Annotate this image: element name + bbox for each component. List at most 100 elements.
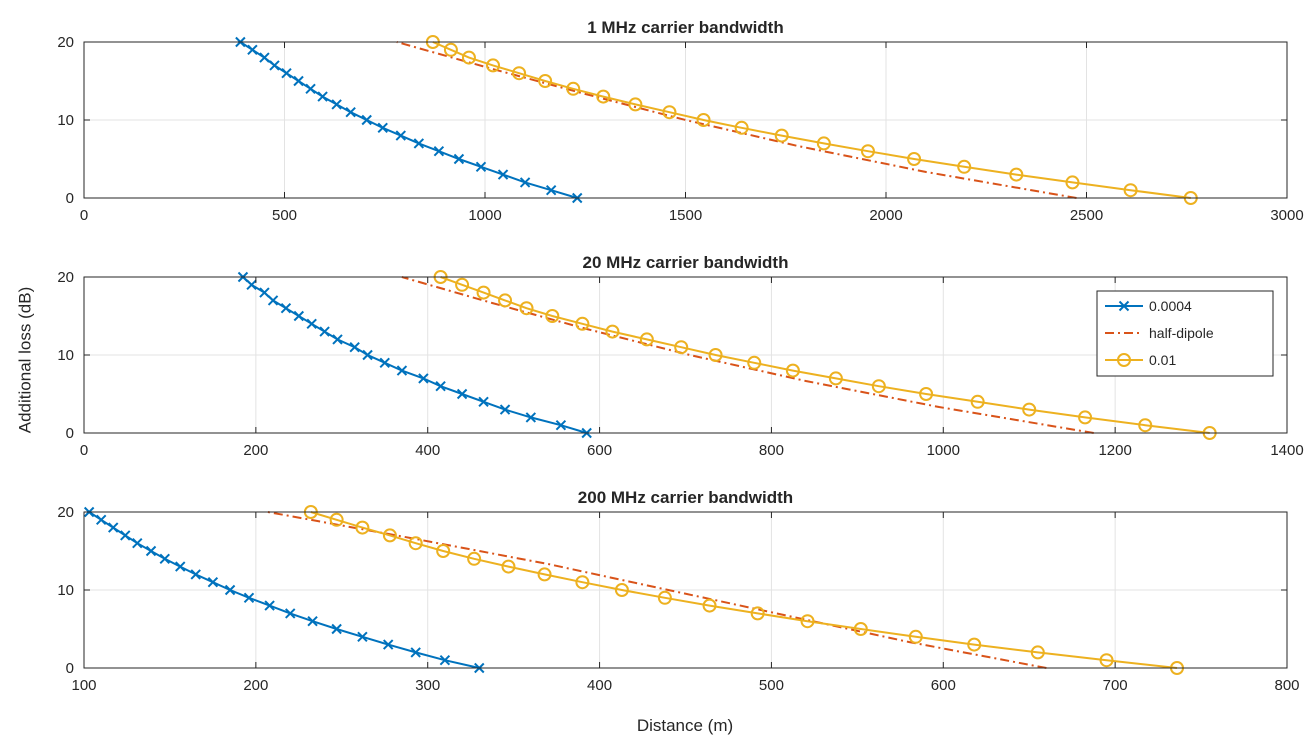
data-point-x-marker [293,75,304,87]
data-point-circle-marker [1138,418,1153,433]
x-tick-label: 0 [80,207,88,224]
data-point-circle-marker [1099,653,1114,668]
data-point-circle-marker [605,324,620,339]
data-point-x-marker [357,631,368,643]
x-axis-label: Distance (m) [637,716,733,735]
data-point-circle-marker [816,136,831,151]
data-point-circle-marker [967,637,982,652]
data-point-x-marker [280,302,292,314]
y-tick-label: 0 [66,660,74,677]
data-point-circle-marker [486,58,501,73]
x-tick-label: 2000 [869,207,902,224]
data-point-circle-marker [461,50,476,65]
data-point-x-marker [120,530,131,541]
data-point-circle-marker [408,536,423,551]
data-point-circle-marker [800,614,815,629]
data-point-circle-marker [519,301,534,316]
data-point-circle-marker [639,332,654,347]
data-point-x-marker [247,44,258,56]
series-line-0.01 [432,41,1191,199]
x-tick-label: 0 [80,442,88,459]
legend-label: 0.01 [1149,352,1176,368]
data-point-circle-marker [871,379,886,394]
subplot-2: 0 200 400 600 800 1000 1200 1400 0 10 20 20 MHz car… [57,253,1303,459]
x-tick-label: 2500 [1070,207,1103,224]
data-point-circle-marker [662,105,677,120]
data-point-circle-marker [467,551,482,566]
data-point-circle-marker [674,340,689,355]
x-tick-label: 400 [587,677,612,694]
data-point-x-marker [379,357,390,369]
data-point-circle-marker [907,152,922,166]
data-point-circle-marker [708,348,723,362]
data-point-circle-marker [501,559,516,574]
x-tick-label: 800 [759,442,784,459]
data-point-circle-marker [957,159,972,174]
y-tick-label: 0 [66,425,74,442]
data-point-circle-marker [1030,645,1045,660]
subplot-title: 20 MHz carrier bandwidth [583,253,789,272]
data-point-x-marker [497,169,509,180]
data-point-x-marker [331,623,342,635]
data-point-circle-marker [919,387,934,401]
data-point-circle-marker [476,285,491,300]
data-point-circle-marker [908,629,923,644]
data-point-x-marker [305,83,316,95]
data-point-circle-marker [329,512,344,527]
data-point-x-marker [396,365,408,376]
subplot-3: 100 200 300 400 500 600 700 800 0 10 20 200 MHz car… [57,488,1299,694]
legend-label: 0.0004 [1149,298,1192,314]
data-point-circle-marker [566,81,581,96]
x-tick-label: 600 [587,442,612,459]
legend-label: half-dipole [1149,325,1214,341]
data-point-x-marker [418,373,429,384]
data-point-x-marker [259,52,270,63]
data-point-x-marker [525,412,537,423]
legend-item: 0.01 [1105,352,1176,368]
data-point-x-marker [349,341,360,353]
subplot-title: 1 MHz carrier bandwidth [587,18,783,37]
data-point-circle-marker [436,544,451,558]
data-point-x-marker [395,130,406,141]
data-point-x-marker [293,310,305,322]
legend-item: 0.0004 [1105,298,1192,314]
data-point-x-marker [413,138,425,149]
data-point-x-marker [132,537,143,549]
data-point-circle-marker [1022,402,1037,417]
data-point-circle-marker [512,66,527,81]
data-point-x-marker [331,99,342,110]
data-point-circle-marker [1065,175,1080,190]
legend-x-marker [1118,300,1130,312]
x-tick-label: 500 [272,207,297,224]
data-point-x-marker [519,177,531,188]
data-point-circle-marker [545,309,560,323]
data-point-x-marker [332,334,343,345]
y-tick-label: 10 [57,347,74,364]
data-point-x-marker [159,553,170,565]
subplot-title: 200 MHz carrier bandwidth [578,488,793,507]
data-point-x-marker [435,380,446,392]
data-point-circle-marker [575,575,590,590]
data-point-x-marker [345,106,356,118]
x-tick-label: 1500 [669,207,702,224]
y-tick-label: 20 [57,34,74,51]
data-point-circle-marker [774,128,789,143]
data-point-circle-marker [785,363,800,378]
series-line-half-dipole [267,511,1047,669]
legend: 0.0004 half-dipole 0.01 [1096,290,1274,377]
data-point-circle-marker [538,74,553,88]
series-group [235,35,1198,205]
y-tick-label: 0 [66,190,74,207]
data-point-x-marker [145,545,157,557]
data-point-circle-marker [1009,167,1024,182]
data-point-circle-marker [382,528,397,543]
data-point-circle-marker [750,606,765,621]
data-point-circle-marker [696,113,711,127]
data-point-circle-marker [1123,183,1138,198]
data-point-x-marker [499,404,511,415]
data-point-circle-marker [734,120,749,135]
data-point-circle-marker [628,97,643,112]
data-point-circle-marker [860,144,875,159]
